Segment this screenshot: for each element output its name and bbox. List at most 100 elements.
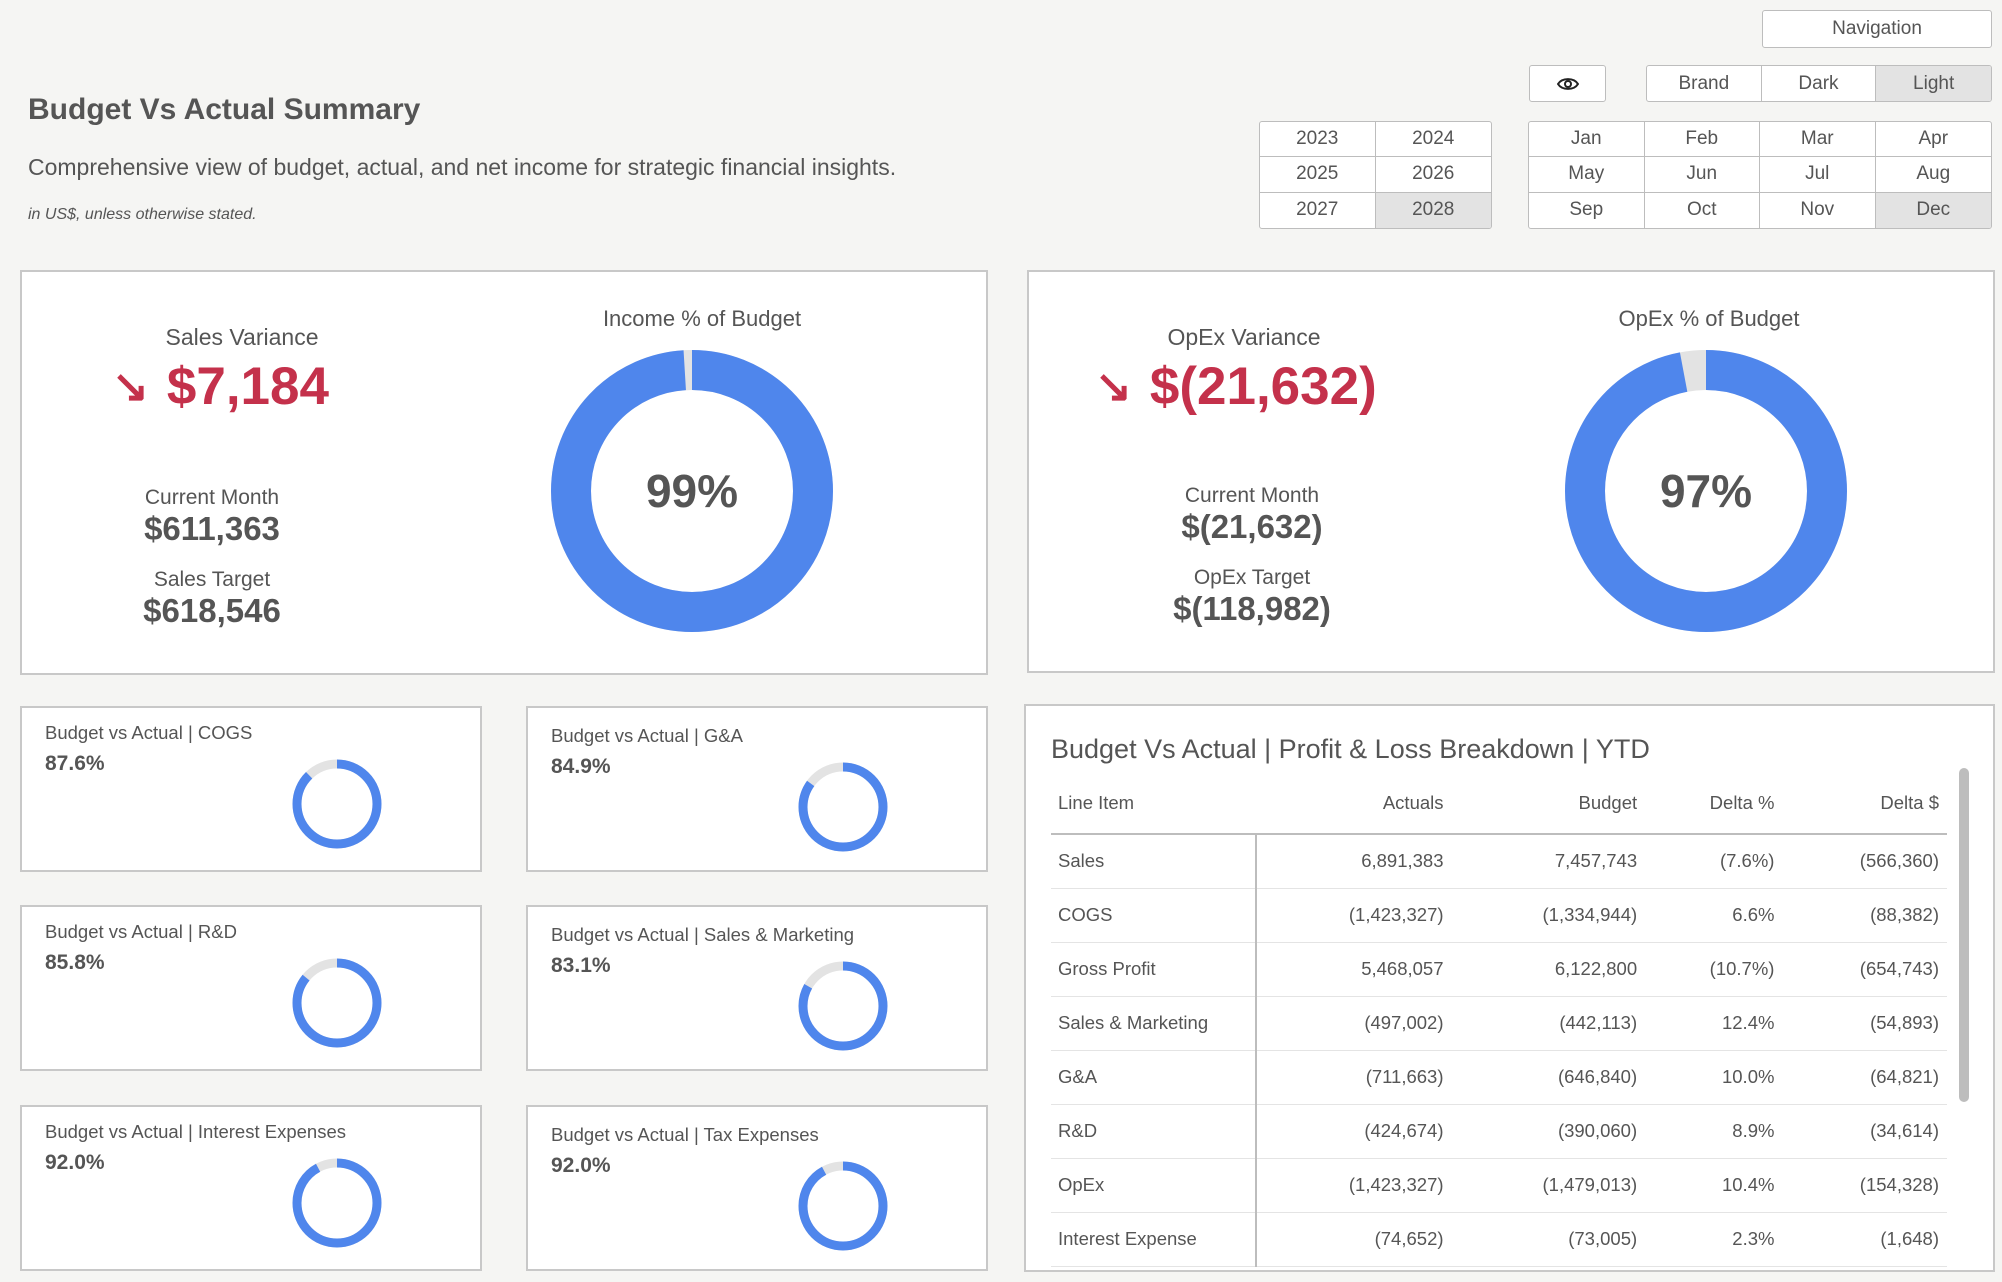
month-button-apr[interactable]: Apr — [1875, 122, 1991, 158]
opex-variance-value: ↘ $(21,632) — [1095, 356, 1377, 417]
month-button-jan[interactable]: Jan — [1529, 122, 1645, 158]
column-header[interactable]: Budget — [1451, 772, 1646, 835]
line-item-cell: OpEx — [1051, 1158, 1257, 1213]
income-donut-chart — [551, 350, 833, 632]
donut-fill — [292, 1158, 382, 1248]
value-cell: 10.0% — [1645, 1050, 1783, 1105]
value-cell: (424,674) — [1256, 1104, 1452, 1159]
line-item-cell: Sales & Marketing — [1051, 996, 1257, 1051]
value-cell: (1,423,327) — [1256, 1158, 1452, 1213]
table-row: Interest Expense (74,652) (73,005) 2.3% (1,6… — [1051, 1212, 1947, 1267]
navigation-button[interactable]: Navigation — [1762, 10, 1992, 48]
value-cell: 12.4% — [1645, 996, 1783, 1051]
donut-fill — [1565, 350, 1847, 632]
value-cell: (566,360) — [1782, 834, 1947, 889]
month-button-aug[interactable]: Aug — [1875, 157, 1991, 193]
value-cell: (442,113) — [1451, 996, 1646, 1051]
table-scrollbar[interactable] — [1959, 768, 1969, 1102]
month-selector: Jan Feb Mar Apr May Jun Jul Aug Sep Oct Nov Dec — [1528, 121, 1992, 229]
column-header[interactable]: Delta $ — [1782, 772, 1947, 835]
theme-selector: Brand Dark Light — [1646, 65, 1992, 102]
column-header[interactable]: Actuals — [1256, 772, 1452, 835]
currency-note: in US$, unless otherwise stated. — [28, 206, 257, 223]
sales-variance-label: Sales Variance — [165, 324, 319, 350]
card-title: Budget vs Actual | G&A — [551, 725, 743, 746]
year-button-2023[interactable]: 2023 — [1260, 122, 1376, 158]
opex-current-month-value: $(21,632) — [1181, 508, 1323, 545]
page-subtitle: Comprehensive view of budget, actual, an… — [28, 154, 897, 180]
line-item-cell: Gross Profit — [1051, 942, 1257, 997]
month-button-nov[interactable]: Nov — [1760, 192, 1876, 228]
value-cell: (154,328) — [1782, 1158, 1947, 1213]
value-cell: 6,891,383 — [1256, 834, 1452, 889]
card-title: Budget vs Actual | Tax Expenses — [551, 1124, 819, 1145]
value-cell: (390,060) — [1451, 1104, 1646, 1159]
value-cell: 6,122,800 — [1451, 942, 1646, 997]
value-cell: 5,468,057 — [1256, 942, 1452, 997]
budget-card-ga: Budget vs Actual | G&A 84.9% — [526, 706, 988, 872]
income-donut-center-label: 99% — [645, 465, 739, 517]
card-title: Budget vs Actual | COGS — [45, 722, 253, 743]
month-button-may[interactable]: May — [1529, 157, 1645, 193]
table-row: G&A (711,663) (646,840) 10.0% (64,821) — [1051, 1050, 1947, 1105]
value-cell: 10.4% — [1645, 1158, 1783, 1213]
table-row: Sales 6,891,383 7,457,743 (7.6%) (566,360) — [1051, 834, 1947, 889]
year-button-2028[interactable]: 2028 — [1375, 192, 1491, 228]
page-title: Budget Vs Actual Summary — [28, 93, 421, 126]
budget-card-tax-expenses: Budget vs Actual | Tax Expenses 92.0% — [526, 1105, 988, 1271]
opex-target-label: OpEx Target — [1193, 566, 1311, 589]
line-item-cell: G&A — [1051, 1050, 1257, 1105]
card-title: Budget vs Actual | Interest Expenses — [45, 1121, 346, 1142]
donut-fill — [551, 350, 833, 632]
card-donut-chart — [798, 961, 888, 1051]
theme-button-brand[interactable]: Brand — [1647, 66, 1762, 101]
card-donut-chart — [798, 762, 888, 852]
year-button-2026[interactable]: 2026 — [1375, 157, 1491, 193]
year-button-2025[interactable]: 2025 — [1260, 157, 1376, 193]
value-cell: (74,652) — [1256, 1212, 1452, 1267]
year-button-2027[interactable]: 2027 — [1260, 192, 1376, 228]
eye-icon — [1556, 77, 1579, 90]
line-item-cell: R&D — [1051, 1104, 1257, 1159]
month-button-mar[interactable]: Mar — [1760, 122, 1876, 158]
income-donut-title: Income % of Budget — [602, 306, 802, 331]
line-item-cell: COGS — [1051, 888, 1257, 943]
sales-target-value: $618,546 — [143, 592, 281, 629]
theme-button-light[interactable]: Light — [1876, 66, 1991, 101]
month-button-jun[interactable]: Jun — [1644, 157, 1760, 193]
opex-donut-title: OpEx % of Budget — [1618, 306, 1800, 331]
column-header[interactable]: Delta % — [1645, 772, 1783, 835]
donut-fill — [292, 958, 382, 1048]
value-cell: (646,840) — [1451, 1050, 1646, 1105]
opex-variance-amount: $(21,632) — [1149, 357, 1377, 416]
card-title: Budget vs Actual | R&D — [45, 921, 237, 942]
sales-target-label: Sales Target — [153, 568, 271, 591]
opex-kpi-panel: OpEx Variance ↘ $(21,632) Current Month … — [1027, 270, 1995, 673]
donut-fill — [292, 759, 382, 849]
visibility-toggle-button[interactable] — [1529, 65, 1606, 102]
column-header[interactable]: Line Item — [1051, 772, 1256, 835]
year-button-2024[interactable]: 2024 — [1375, 122, 1491, 158]
pl-breakdown-panel: Budget Vs Actual | Profit & Loss Breakdo… — [1024, 704, 1995, 1272]
budget-card-sales-marketing: Budget vs Actual | Sales & Marketing 83.… — [526, 905, 988, 1071]
value-cell: 6.6% — [1645, 888, 1783, 943]
sales-kpi-panel: Sales Variance ↘ $7,184 Current Month $6… — [20, 270, 988, 675]
month-button-sep[interactable]: Sep — [1529, 192, 1645, 228]
theme-button-dark[interactable]: Dark — [1762, 66, 1877, 101]
value-cell: 7,457,743 — [1451, 834, 1646, 889]
value-cell: (73,005) — [1451, 1212, 1646, 1267]
month-button-dec[interactable]: Dec — [1875, 192, 1991, 228]
month-button-jul[interactable]: Jul — [1760, 157, 1876, 193]
card-value: 84.9% — [551, 755, 611, 778]
month-button-oct[interactable]: Oct — [1645, 192, 1760, 228]
value-cell: (1,648) — [1782, 1212, 1947, 1267]
year-selector: 2023 2024 2025 2026 2027 2028 — [1259, 121, 1492, 229]
value-cell: (1,334,944) — [1451, 888, 1646, 943]
donut-fill — [798, 961, 888, 1051]
value-cell: 2.3% — [1645, 1212, 1783, 1267]
sales-variance-amount: $7,184 — [166, 357, 329, 416]
month-button-feb[interactable]: Feb — [1644, 122, 1760, 158]
table-row: Sales & Marketing (497,002) (442,113) 12.4%… — [1051, 996, 1947, 1051]
value-cell: (1,479,013) — [1451, 1158, 1646, 1213]
value-cell: (88,382) — [1782, 888, 1947, 943]
